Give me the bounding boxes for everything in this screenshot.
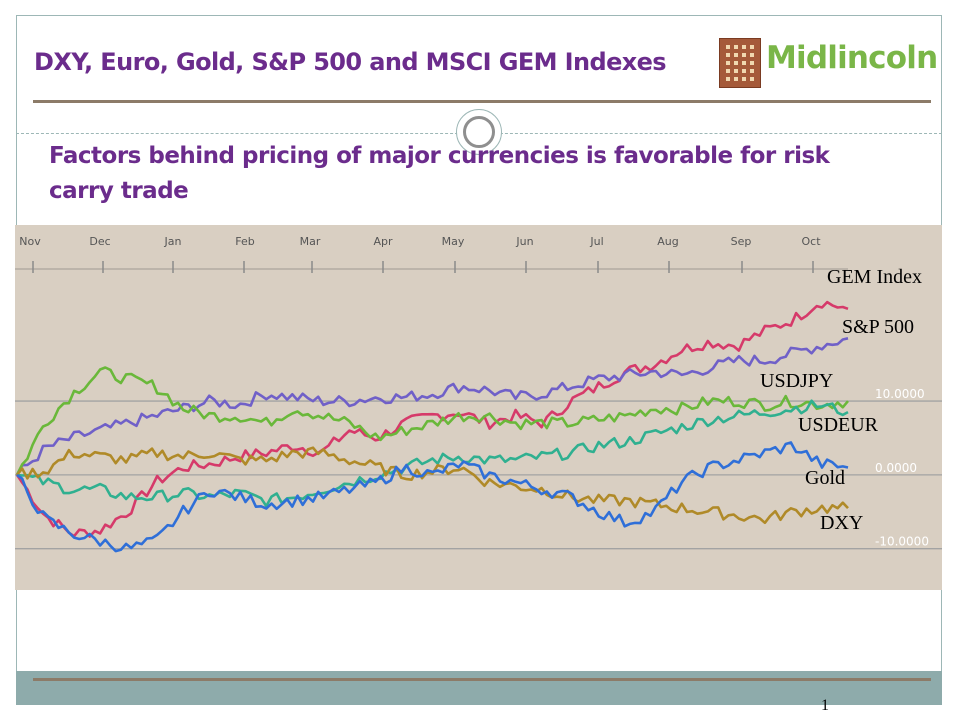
slide-title: DXY, Euro, Gold, S&P 500 and MSCI GEM In… bbox=[34, 48, 667, 76]
x-tick-label: Nov bbox=[19, 235, 41, 248]
page-number: 1 bbox=[821, 697, 829, 714]
series-line bbox=[15, 366, 849, 476]
chart-background bbox=[15, 225, 942, 590]
title-rule bbox=[33, 100, 931, 103]
series-line bbox=[15, 337, 849, 476]
y-tick-label: 10.0000 bbox=[875, 387, 925, 401]
line-chart: Nov Dec Jan Feb Mar Apr May Jun Jul Aug Sep Oct 10.0… bbox=[15, 225, 942, 590]
x-tick-label: Apr bbox=[373, 235, 393, 248]
footer-rule bbox=[33, 678, 931, 681]
slide-subtitle: Factors behind pricing of major currenci… bbox=[49, 143, 830, 204]
x-tick-label: Oct bbox=[801, 235, 821, 248]
series-label: USDEUR bbox=[798, 414, 879, 436]
company-logo: Midlincoln bbox=[719, 38, 938, 90]
series-label: Gold bbox=[805, 467, 845, 489]
x-tick-label: Jun bbox=[515, 235, 533, 248]
x-tick-label: May bbox=[442, 235, 465, 248]
series-line bbox=[15, 446, 849, 525]
series-line bbox=[16, 441, 849, 553]
x-tick-label: Jul bbox=[589, 235, 603, 248]
x-tick-label: Jan bbox=[164, 235, 182, 248]
x-tick-label: Aug bbox=[657, 235, 678, 248]
y-tick-label: -10.0000 bbox=[875, 535, 929, 549]
series-line bbox=[15, 300, 849, 538]
x-tick-label: Mar bbox=[300, 235, 321, 248]
series-label: DXY bbox=[820, 512, 863, 534]
footer-band bbox=[16, 671, 942, 705]
x-tick-label: Sep bbox=[731, 235, 752, 248]
x-tick-label: Dec bbox=[89, 235, 110, 248]
series-label: S&P 500 bbox=[842, 316, 914, 338]
series-label: GEM Index bbox=[827, 266, 922, 288]
ring-ornament bbox=[456, 109, 502, 155]
logo-text: Midlincoln bbox=[766, 40, 938, 76]
y-tick-label: 0.0000 bbox=[875, 461, 917, 475]
series-label: USDJPY bbox=[760, 370, 833, 392]
building-icon bbox=[719, 38, 761, 88]
series-line bbox=[16, 399, 849, 508]
x-tick-label: Feb bbox=[235, 235, 254, 248]
